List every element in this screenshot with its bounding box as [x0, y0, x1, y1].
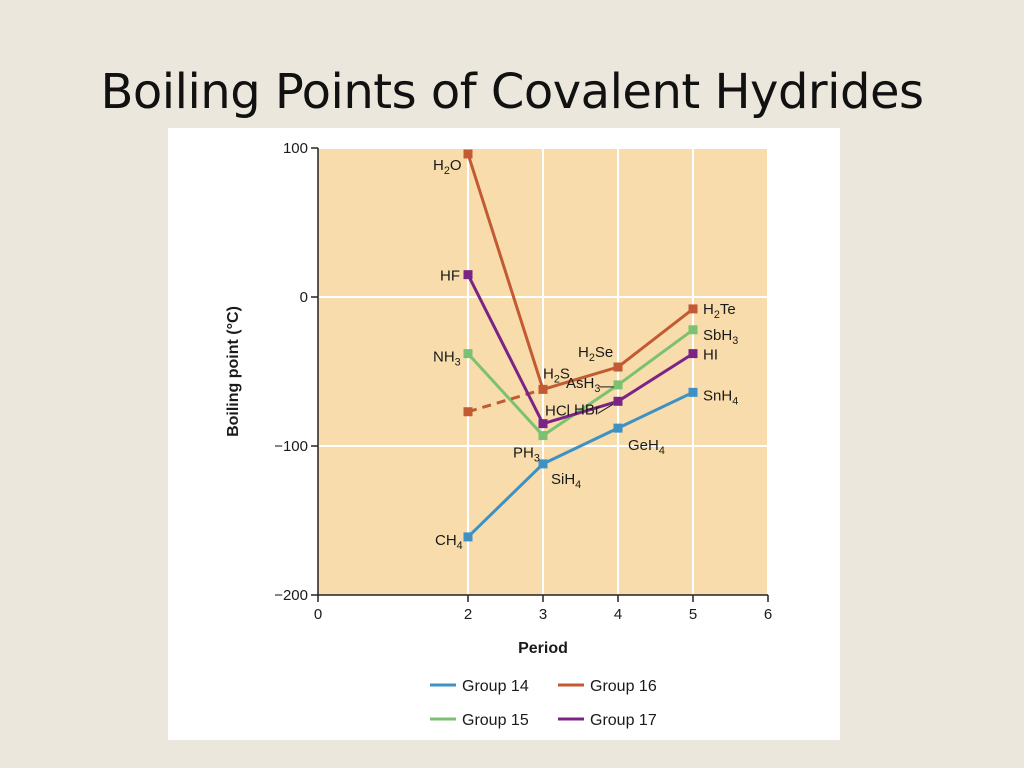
data-point-marker — [463, 349, 473, 359]
series-line-1 — [466, 391, 694, 538]
chart-figure: 100 0 −100 −200 0 2 3 4 5 6 Period Boiling point (°… — [168, 128, 840, 740]
data-point-label: HI — [703, 347, 718, 364]
x-tick-label: 0 — [314, 606, 322, 623]
data-point-marker — [613, 396, 623, 406]
series-dashed-segment — [467, 387, 544, 414]
data-point-label: NH3 — [433, 349, 461, 369]
y-tick-label: 0 — [300, 289, 308, 306]
data-point-marker — [688, 349, 698, 359]
series-line-4 — [466, 273, 694, 426]
slide-title: Boiling Points of Covalent Hydrides — [100, 64, 924, 120]
data-point-marker — [538, 384, 548, 394]
data-point-marker — [688, 325, 698, 335]
data-point-label: AsH3 — [566, 375, 600, 395]
data-point-label: H2S — [543, 365, 570, 385]
legend-label: Group 15 — [462, 712, 529, 729]
legend-label: Group 17 — [590, 712, 657, 729]
data-point-marker — [613, 380, 623, 390]
data-point-marker — [613, 362, 623, 372]
chart-svg: 100 0 −100 −200 0 2 3 4 5 6 Period Boiling point (°… — [225, 140, 772, 729]
y-tick-label: −200 — [274, 587, 308, 604]
series-line-3 — [466, 153, 694, 391]
x-tick-label: 6 — [764, 606, 772, 623]
data-point-label: HBr — [574, 401, 600, 418]
data-point-marker — [463, 407, 473, 417]
data-point-marker — [688, 387, 698, 397]
x-tick-label: 3 — [539, 606, 547, 623]
data-point-marker — [463, 149, 473, 159]
y-axis-label: Boiling point (°C) — [225, 306, 242, 437]
legend-label: Group 14 — [462, 678, 529, 695]
x-tick-label: 5 — [689, 606, 697, 623]
data-point-label: H2Te — [703, 301, 736, 321]
data-point-label: H2Se — [578, 344, 613, 364]
legend-label: Group 16 — [590, 678, 657, 695]
data-point-label: SnH4 — [703, 387, 738, 407]
y-tick-label: 100 — [283, 140, 308, 157]
data-point-marker — [538, 419, 548, 429]
data-point-marker — [538, 459, 548, 469]
data-point-marker — [538, 431, 548, 441]
data-point-marker — [463, 532, 473, 542]
y-tick-label: −100 — [274, 438, 308, 455]
data-point-label: CH4 — [435, 532, 463, 552]
data-point-label: PH3 — [513, 445, 540, 465]
data-point-marker — [463, 270, 473, 280]
label-leader-line — [597, 403, 614, 414]
data-point-label: SiH4 — [551, 471, 581, 491]
data-point-label: SbH3 — [703, 327, 738, 347]
data-point-label: HCl — [545, 403, 570, 420]
data-point-label: GeH4 — [628, 437, 665, 457]
series-line-2 — [466, 328, 694, 438]
x-tick-label: 2 — [464, 606, 472, 623]
data-point-marker — [613, 423, 623, 433]
x-axis-label: Period — [518, 640, 568, 657]
data-point-marker — [688, 304, 698, 314]
data-point-label: H2O — [433, 157, 462, 177]
data-point-label: HF — [440, 268, 460, 285]
x-tick-label: 4 — [614, 606, 622, 623]
